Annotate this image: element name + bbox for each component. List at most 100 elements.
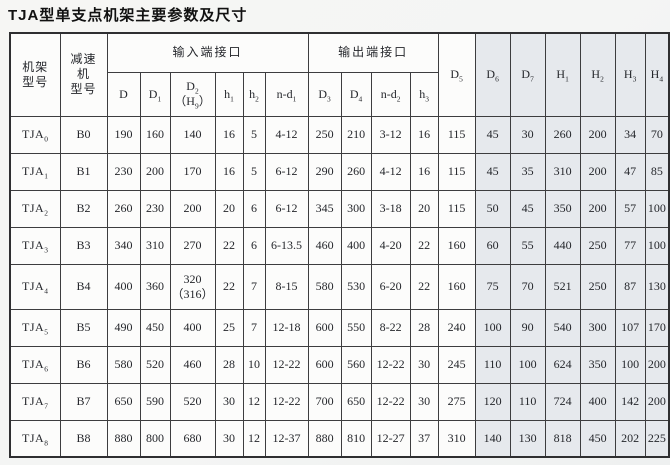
table-cell: 440 (544, 226, 581, 265)
table-cell: 250 (307, 115, 342, 154)
table-cell: 350 (544, 189, 581, 228)
table-cell: 55 (509, 226, 546, 265)
table-cell: 4-20 (370, 226, 411, 265)
table-cell: 57 (614, 189, 646, 228)
table-cell: 260 (106, 189, 141, 228)
table-cell: 34 (614, 115, 646, 154)
table-cell: 30 (409, 382, 439, 421)
table-cell: 230 (106, 152, 141, 191)
table-body: TJA0 B0 190 160 140 16 5 4-12 250 210 3-12 16 115 45 3… (9, 115, 670, 458)
table-cell: 5 (242, 152, 266, 191)
table-cell: 100 (614, 345, 646, 384)
table-cell: 450 (579, 419, 616, 458)
table-cell: 28 (409, 308, 439, 347)
table-cell: 590 (139, 382, 171, 421)
table-cell: 245 (437, 345, 476, 384)
table-cell: 190 (106, 115, 141, 154)
table-cell: 70 (644, 115, 670, 154)
table-row-tja8: TJA8 B8 880 800 680 30 12 12-37 880 810 12-27 37 310… (9, 419, 670, 458)
cell-frame-model: TJA5 (9, 308, 61, 347)
cell-frame-model: TJA0 (9, 115, 61, 154)
table-cell: 340 (106, 226, 141, 265)
table-cell: 724 (544, 382, 581, 421)
col-header-h2: H2 (579, 32, 616, 117)
table-cell: 100 (474, 308, 511, 347)
cell-reducer-model: B3 (59, 226, 108, 265)
table-row-tja0: TJA0 B0 190 160 140 16 5 4-12 250 210 3-12 16 115 45 3… (9, 115, 670, 154)
table-cell: 400 (106, 263, 141, 310)
table-cell: 6-20 (370, 263, 411, 310)
table-cell: 35 (509, 152, 546, 191)
table-cell: 460 (169, 345, 216, 384)
table-cell: 16 (409, 115, 439, 154)
table-cell: 70 (509, 263, 546, 310)
table-cell: 345 (307, 189, 342, 228)
table-cell: 290 (307, 152, 342, 191)
cell-frame-model: TJA3 (9, 226, 61, 265)
table-cell: 100 (509, 345, 546, 384)
cell-frame-model: TJA1 (9, 152, 61, 191)
table-cell: 115 (437, 189, 476, 228)
table-cell: 140 (474, 419, 511, 458)
cell-reducer-model: B4 (59, 263, 108, 310)
group-header-output-interface: 输出端接口 (307, 32, 439, 73)
table-cell: 650 (106, 382, 141, 421)
cell-reducer-model: B7 (59, 382, 108, 421)
table-cell: 310 (437, 419, 476, 458)
table-cell: 110 (474, 345, 511, 384)
table-cell: 77 (614, 226, 646, 265)
table-cell: 3-12 (370, 115, 411, 154)
cell-reducer-model: B6 (59, 345, 108, 384)
table-row-tja3: TJA3 B3 340 310 270 22 6 6-13.5 460 400 4-20 22 160 6… (9, 226, 670, 265)
table-cell: 85 (644, 152, 670, 191)
col-header-h2: h2 (242, 71, 266, 117)
cell-reducer-model: B5 (59, 308, 108, 347)
table-cell: 12-27 (370, 419, 411, 458)
table-cell: 30 (509, 115, 546, 154)
table-cell: 107 (614, 308, 646, 347)
table-cell: 300 (579, 308, 616, 347)
table-cell: 700 (307, 382, 342, 421)
col-header-h4: H4 (644, 32, 670, 117)
table-cell: 520 (169, 382, 216, 421)
table-cell: 37 (409, 419, 439, 458)
table-row-tja1: TJA1 B1 230 200 170 16 5 6-12 290 260 4-12 16 115 45 3… (9, 152, 670, 191)
table-cell: 210 (340, 115, 372, 154)
table-cell: 45 (474, 115, 511, 154)
table-cell: 25 (214, 308, 244, 347)
table-cell: 22 (214, 226, 244, 265)
table-row-tja7: TJA7 B7 650 590 520 30 12 12-22 700 650 12-22 30 275… (9, 382, 670, 421)
cell-reducer-model: B2 (59, 189, 108, 228)
cell-reducer-model: B0 (59, 115, 108, 154)
table-cell: 12-22 (370, 382, 411, 421)
table-cell: 460 (307, 226, 342, 265)
table-cell: 490 (106, 308, 141, 347)
table-cell: 8-15 (264, 263, 309, 310)
table-cell: 5 (242, 115, 266, 154)
table-cell: 4-12 (264, 115, 309, 154)
table-cell: 250 (579, 263, 616, 310)
col-header-h1: H1 (544, 32, 581, 117)
table-cell: 16 (214, 152, 244, 191)
table-cell: 140 (169, 115, 216, 154)
table-cell: 6 (242, 189, 266, 228)
table-cell: 12 (242, 419, 266, 458)
table-cell: 310 (139, 226, 171, 265)
col-header-h1: h1 (214, 71, 244, 117)
table-cell: 170 (169, 152, 216, 191)
table-cell: 240 (437, 308, 476, 347)
col-header-n-d2: n-d2 (370, 71, 411, 117)
col-header-frame-model: 机架 型号 (9, 32, 61, 117)
col-header-reducer-model: 减速机型号 (59, 32, 108, 117)
page-title: TJA型单支点机架主要参数及尺寸 (8, 7, 248, 24)
table-cell: 550 (340, 308, 372, 347)
table-row-tja6: TJA6 B6 580 520 460 28 10 12-22 600 560 12-22 30 245… (9, 345, 670, 384)
table-cell: 20 (214, 189, 244, 228)
col-header-h3: H3 (614, 32, 646, 117)
col-header-d7: D7 (509, 32, 546, 117)
table-cell: 520 (139, 345, 171, 384)
table-cell: 20 (409, 189, 439, 228)
cell-frame-model: TJA6 (9, 345, 61, 384)
table-cell: 270 (169, 226, 216, 265)
col-header-d6: D6 (474, 32, 511, 117)
